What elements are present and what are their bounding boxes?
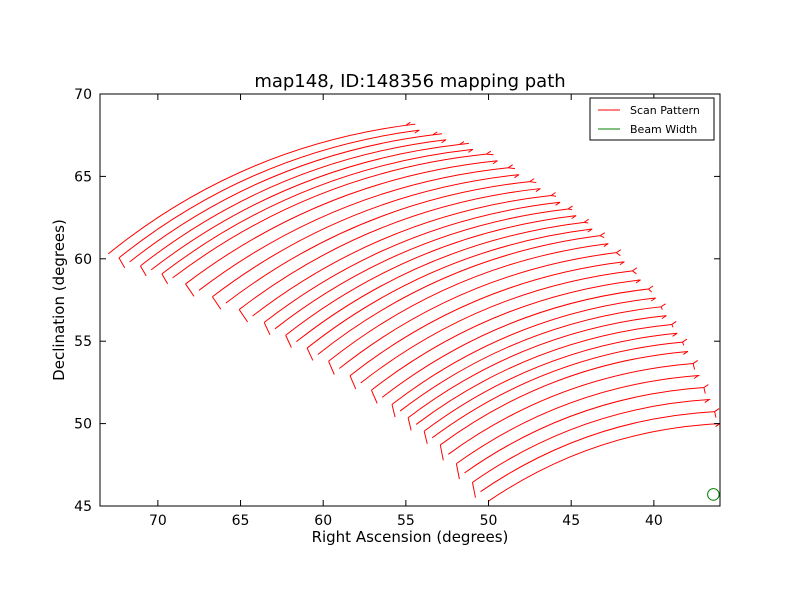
y-tick-label: 50 xyxy=(74,417,92,433)
y-tick-label: 55 xyxy=(74,334,92,350)
x-axis-label: Right Ascension (degrees) xyxy=(312,528,509,546)
scan-line xyxy=(129,131,438,263)
scan-line xyxy=(423,332,678,432)
x-tick-label: 55 xyxy=(397,513,415,529)
scan-line xyxy=(150,141,465,271)
x-tick-label: 65 xyxy=(232,513,250,529)
plot-frame xyxy=(99,93,721,507)
scan-line xyxy=(464,384,709,474)
x-axis: 70 65 60 55 50 45 40 xyxy=(149,94,663,529)
scan-line xyxy=(198,164,513,291)
y-axis-label: Declination (degrees) xyxy=(50,219,68,381)
scan-line xyxy=(480,408,720,493)
x-tick-label: 60 xyxy=(314,513,332,529)
scan-line xyxy=(285,215,577,336)
scan-line xyxy=(338,249,622,369)
scan-pattern-series xyxy=(107,121,720,502)
scan-line xyxy=(140,139,447,267)
scan-line xyxy=(274,205,573,330)
scan-line xyxy=(391,297,656,405)
scan-line xyxy=(407,315,667,419)
scan-line xyxy=(161,148,474,275)
scan-line xyxy=(328,243,609,362)
scan-line xyxy=(172,150,492,279)
x-tick-label: 50 xyxy=(480,513,498,529)
x-tick-label: 45 xyxy=(562,513,580,529)
legend-scan-label: Scan Pattern xyxy=(630,104,700,117)
scan-line xyxy=(360,267,638,384)
y-tick-label: 60 xyxy=(74,252,92,268)
legend-box xyxy=(589,97,715,141)
scan-line xyxy=(488,423,720,502)
chart-title: map148, ID:148356 mapping path xyxy=(254,71,565,92)
beam-width-series xyxy=(707,488,720,501)
scan-line xyxy=(448,360,698,455)
scan-line xyxy=(225,178,535,304)
scan-line xyxy=(349,261,625,377)
scan-line xyxy=(107,121,411,255)
beam-width-circle xyxy=(707,488,720,501)
scan-line xyxy=(439,350,689,446)
y-tick-label: 45 xyxy=(74,499,92,515)
scan-line xyxy=(431,338,688,439)
scan-line xyxy=(381,285,654,398)
scan-line xyxy=(238,188,541,310)
y-axis: 45 50 55 60 65 70 xyxy=(74,87,720,515)
legend-beam-label: Beam Width xyxy=(630,123,697,136)
scan-line xyxy=(263,201,561,323)
scan-line xyxy=(212,174,520,298)
scan-line xyxy=(456,374,701,465)
scan-line xyxy=(399,303,666,412)
y-tick-label: 70 xyxy=(74,87,92,103)
scan-line xyxy=(185,160,498,285)
x-tick-label: 40 xyxy=(645,513,663,529)
scan-line xyxy=(118,129,420,259)
scan-line xyxy=(371,279,641,391)
scan-line xyxy=(306,228,593,349)
scan-line xyxy=(317,232,606,355)
y-tick-label: 65 xyxy=(74,169,92,185)
scan-line xyxy=(472,398,712,483)
scan-turnarounds xyxy=(118,123,717,498)
x-tick-label: 70 xyxy=(149,513,167,529)
scan-line xyxy=(296,218,589,343)
scan-line xyxy=(252,192,556,317)
legend: Scan Pattern Beam Width xyxy=(589,97,715,141)
scan-line xyxy=(415,321,677,425)
